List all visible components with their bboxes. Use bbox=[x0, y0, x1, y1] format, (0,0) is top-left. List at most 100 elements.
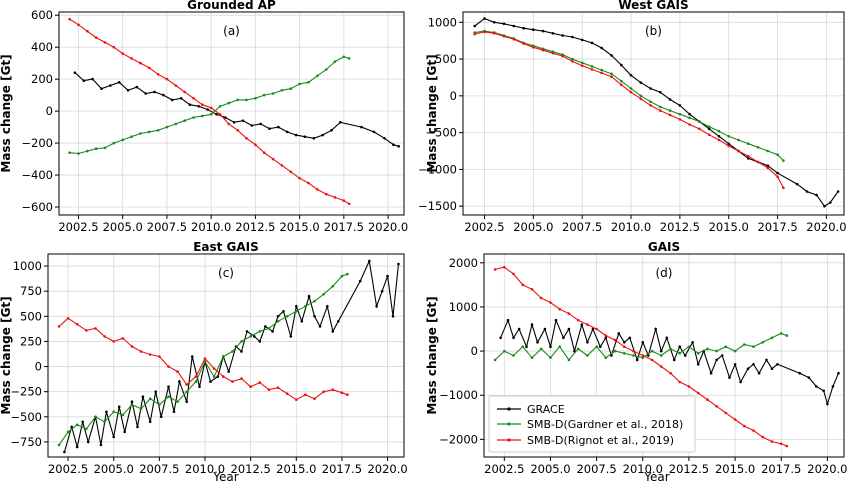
data-point bbox=[75, 445, 79, 449]
data-point bbox=[541, 29, 545, 33]
data-point bbox=[139, 350, 143, 353]
data-point bbox=[541, 48, 545, 52]
data-point bbox=[561, 34, 564, 37]
data-point bbox=[558, 307, 561, 311]
data-point bbox=[493, 268, 497, 271]
data-point bbox=[558, 345, 561, 349]
data-point bbox=[654, 327, 657, 331]
data-point bbox=[746, 367, 750, 371]
data-point bbox=[156, 129, 160, 132]
data-point bbox=[313, 315, 316, 318]
panel-title: GAIS bbox=[648, 240, 680, 254]
data-point bbox=[258, 381, 262, 384]
data-point bbox=[502, 22, 506, 26]
data-point bbox=[580, 61, 584, 65]
data-point bbox=[672, 358, 676, 362]
data-point bbox=[109, 84, 112, 87]
data-point bbox=[63, 450, 66, 454]
data-point bbox=[688, 112, 691, 116]
data-point bbox=[136, 425, 139, 429]
data-point bbox=[298, 82, 301, 86]
panel-1: 2002.5 2005.0 2007.5 2010.0 2012.5 2015.0 2017… bbox=[0, 0, 408, 234]
data-point bbox=[530, 356, 534, 360]
data-point bbox=[276, 315, 280, 318]
data-point bbox=[595, 345, 598, 349]
data-point bbox=[386, 274, 389, 278]
data-point bbox=[493, 21, 496, 24]
data-point bbox=[222, 355, 225, 358]
data-point bbox=[610, 54, 613, 57]
data-point bbox=[254, 97, 257, 100]
data-point bbox=[678, 380, 681, 384]
data-point bbox=[167, 395, 170, 399]
y-tick-label: −200 bbox=[21, 136, 53, 150]
data-point bbox=[766, 166, 770, 170]
data-point bbox=[659, 354, 663, 357]
data-point bbox=[815, 193, 818, 197]
legend-frame bbox=[488, 395, 696, 453]
y-tick-label: −2000 bbox=[439, 432, 478, 446]
y-tick-label: 600 bbox=[31, 8, 53, 22]
data-point bbox=[822, 389, 825, 393]
data-point bbox=[600, 68, 603, 72]
data-point bbox=[316, 74, 319, 78]
data-point bbox=[770, 336, 774, 340]
data-point bbox=[530, 288, 534, 291]
data-point bbox=[826, 402, 829, 406]
data-point bbox=[678, 112, 682, 116]
data-point bbox=[620, 83, 623, 87]
legend-marker-grace bbox=[507, 407, 511, 411]
x-tick-label: 2012.5 bbox=[669, 462, 709, 476]
data-point bbox=[536, 341, 539, 344]
data-point bbox=[154, 390, 157, 394]
data-point bbox=[590, 65, 594, 68]
data-point bbox=[218, 105, 222, 108]
data-point bbox=[135, 85, 139, 89]
data-point bbox=[209, 113, 213, 116]
data-point bbox=[188, 103, 192, 106]
x-tick-label: 2020.0 bbox=[367, 462, 407, 476]
data-point bbox=[126, 89, 130, 92]
data-point bbox=[130, 57, 133, 60]
data-point bbox=[521, 345, 525, 349]
data-point bbox=[99, 443, 103, 447]
y-tick-label: −500 bbox=[425, 126, 457, 140]
y-tick-label: 250 bbox=[20, 334, 42, 348]
data-point bbox=[707, 133, 711, 137]
data-point bbox=[397, 145, 401, 148]
data-point bbox=[144, 92, 147, 95]
data-point bbox=[525, 345, 528, 349]
data-point bbox=[331, 330, 335, 333]
data-point bbox=[617, 332, 621, 335]
data-point bbox=[629, 74, 633, 77]
data-point bbox=[836, 190, 840, 193]
data-point bbox=[117, 405, 121, 409]
x-tick-label: 2005.0 bbox=[513, 220, 553, 234]
data-point bbox=[103, 335, 106, 338]
data-point bbox=[678, 118, 682, 121]
x-tick-label: 2015.0 bbox=[276, 462, 316, 476]
data-point bbox=[623, 352, 626, 355]
series-line-1 bbox=[500, 318, 840, 406]
y-tick-label: 200 bbox=[31, 72, 53, 86]
data-point bbox=[567, 327, 571, 331]
data-point bbox=[139, 61, 142, 65]
data-point bbox=[517, 327, 521, 331]
data-point bbox=[212, 367, 216, 370]
x-tick-label: 2007.5 bbox=[576, 462, 616, 476]
data-point bbox=[727, 144, 730, 148]
data-point bbox=[245, 330, 249, 333]
data-point bbox=[227, 370, 230, 373]
data-point bbox=[194, 380, 198, 383]
data-point bbox=[267, 388, 271, 392]
data-point bbox=[70, 425, 73, 429]
x-tick-label: 2020.0 bbox=[368, 220, 408, 234]
data-point bbox=[112, 340, 115, 343]
data-point bbox=[512, 272, 515, 276]
x-axis-label-right: Year bbox=[643, 470, 669, 484]
y-axis-label: Mass change [Gt] bbox=[425, 54, 439, 172]
data-point bbox=[829, 201, 832, 204]
data-point bbox=[586, 354, 589, 357]
data-point bbox=[733, 418, 737, 421]
data-point bbox=[688, 116, 691, 120]
